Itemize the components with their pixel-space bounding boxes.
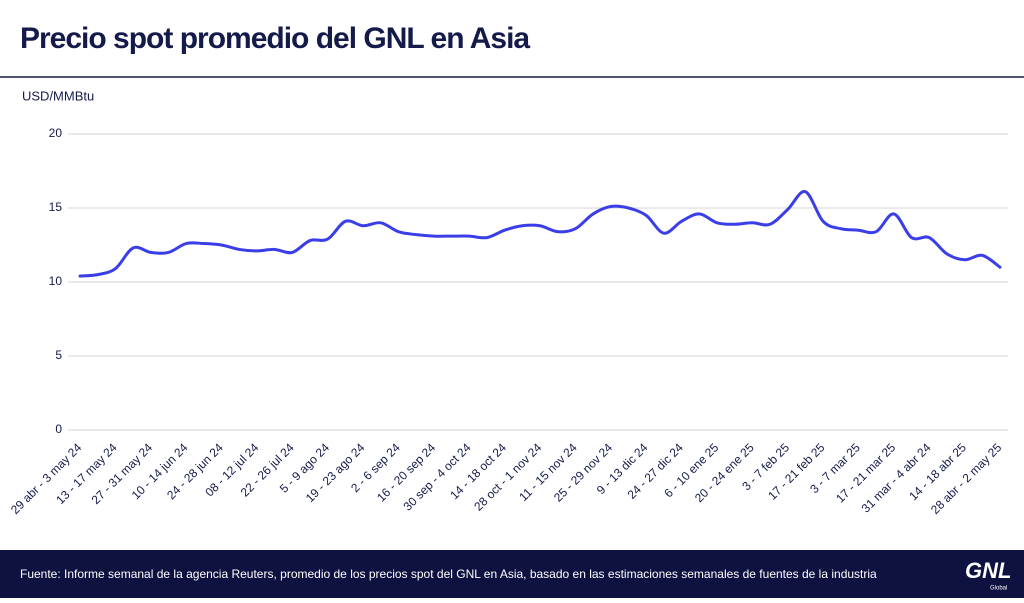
x-tick-label: 27 - 31 may 24 — [89, 440, 156, 507]
logo: GNL — [965, 558, 1011, 583]
source: Fuente: Informe semanal de la agencia Re… — [20, 567, 877, 581]
logo-sub: Global — [990, 586, 1007, 592]
footer — [0, 550, 1024, 598]
chart-title: Precio spot promedio del GNL en Asia — [20, 22, 530, 55]
y-axis-label: USD/MMBtu — [22, 88, 94, 103]
y-tick-label: 10 — [49, 274, 63, 288]
y-tick-label: 0 — [55, 422, 62, 436]
series-line — [78, 190, 1002, 278]
y-tick-label: 5 — [55, 348, 62, 362]
x-tick-label: 13 - 17 may 24 — [53, 440, 120, 507]
y-tick-label: 15 — [49, 200, 63, 214]
y-tick-label: 20 — [49, 126, 63, 140]
